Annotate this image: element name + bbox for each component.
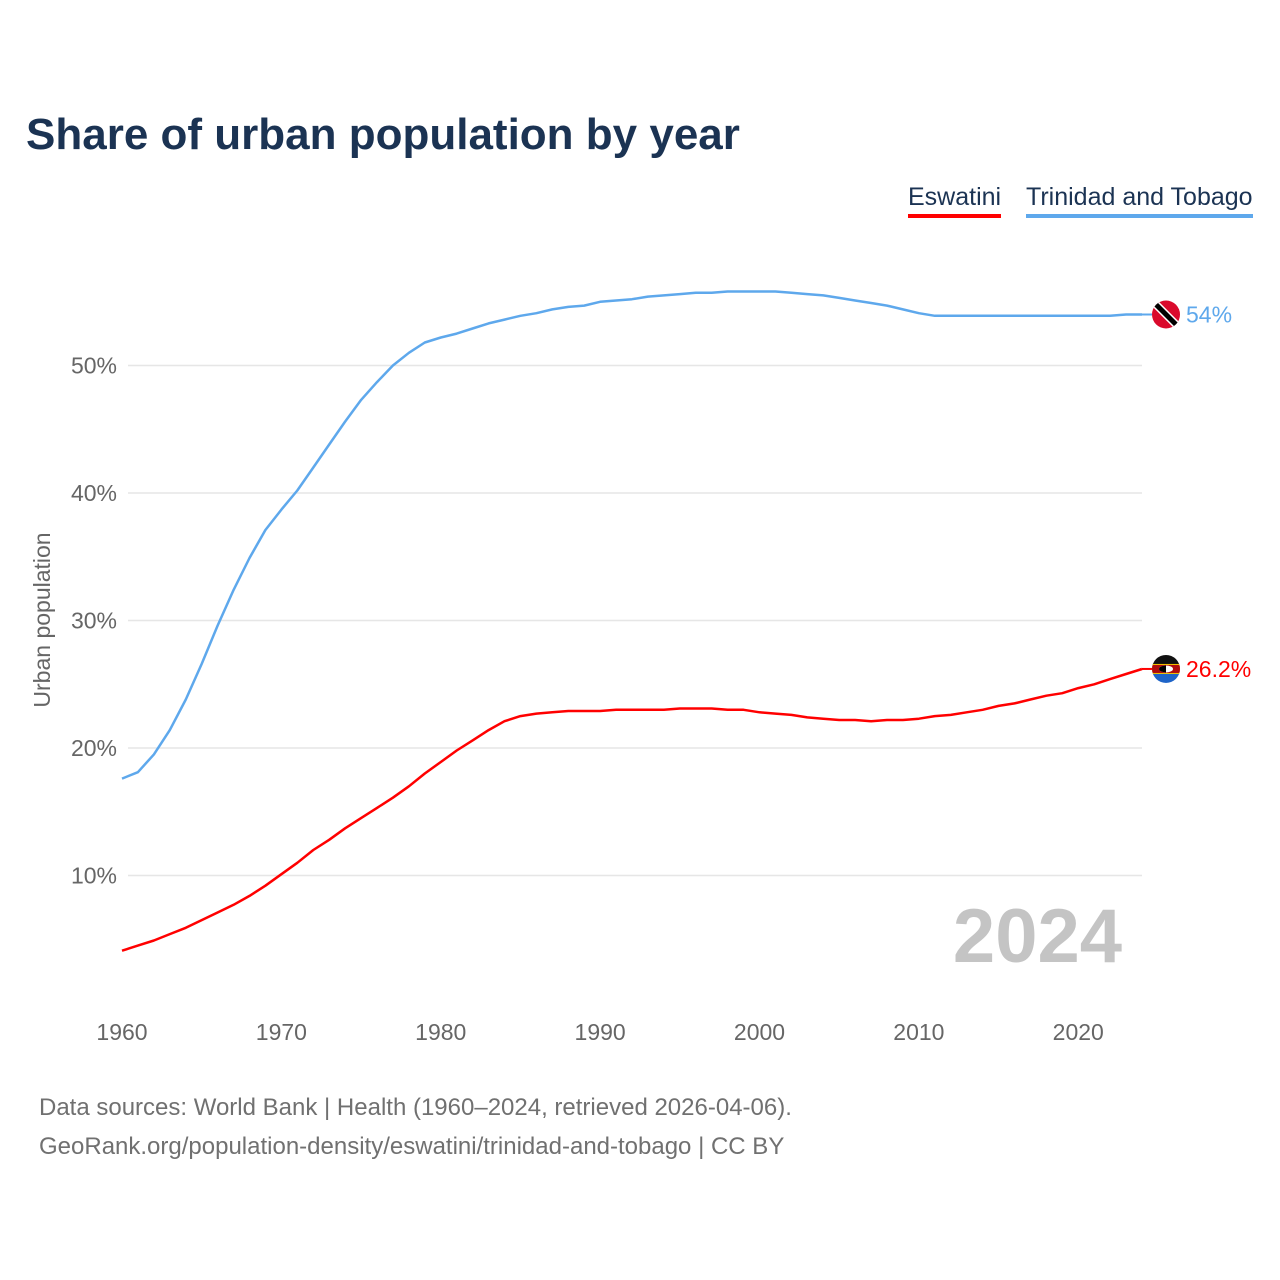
y-tick-label: 20%	[71, 735, 117, 761]
flag-band	[1152, 672, 1180, 683]
chart-title: Share of urban population by year	[26, 110, 740, 159]
source-note: Data sources: World Bank | Health (1960–…	[39, 1088, 792, 1166]
x-tick-label: 2020	[1053, 1019, 1104, 1045]
x-tick-label: 1960	[96, 1019, 147, 1045]
x-tick-label: 2010	[893, 1019, 944, 1045]
series-line-eswatini[interactable]	[121, 667, 1143, 952]
x-tick-label: 1980	[415, 1019, 466, 1045]
legend-eswatini[interactable]: Eswatini	[908, 183, 1002, 218]
x-tick-label: 2000	[734, 1019, 785, 1045]
y-tick-label: 50%	[71, 353, 117, 379]
flag-eswatini-icon	[1152, 654, 1180, 683]
x-tick-label: 1970	[256, 1019, 307, 1045]
flag-graphic	[1152, 300, 1180, 329]
end-value-label: 26.2%	[1186, 656, 1251, 682]
flag-stripe	[1152, 300, 1180, 329]
y-axis-label: Urban population	[29, 532, 55, 707]
x-tick-label: 1990	[575, 1019, 626, 1045]
year-watermark: 2024	[953, 894, 1122, 979]
source-line-1: Data sources: World Bank | Health (1960–…	[39, 1094, 792, 1121]
y-tick-label: 10%	[71, 863, 117, 889]
flag-graphic	[1152, 654, 1180, 683]
legend-trinidad-and-tobago[interactable]: Trinidad and Tobago	[1026, 183, 1253, 218]
source-line-2[interactable]: GeoRank.org/population-density/eswatini/…	[39, 1133, 785, 1160]
flag-band	[1152, 654, 1180, 665]
y-tick-label: 30%	[71, 608, 117, 634]
flag-trinidad-and-tobago-icon	[1152, 300, 1180, 329]
flag-shield	[1159, 665, 1166, 673]
series-line-trinidad-and-tobago[interactable]	[121, 290, 1142, 780]
y-tick-label: 40%	[71, 480, 117, 506]
end-value-label: 54%	[1186, 302, 1232, 328]
